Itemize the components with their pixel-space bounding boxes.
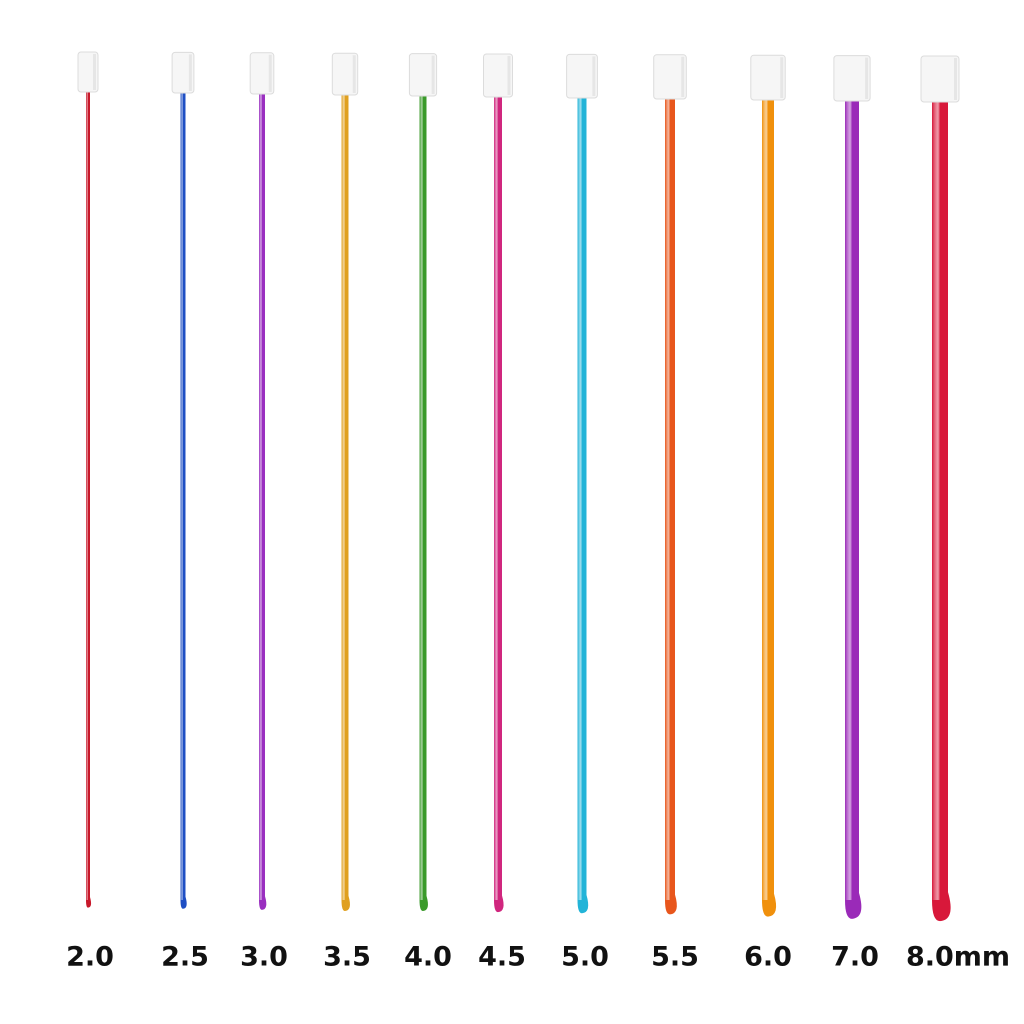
shaft-highlight	[341, 95, 349, 900]
size-label: 3.5	[323, 942, 371, 973]
cap	[171, 51, 195, 94]
cap-shade	[268, 54, 272, 92]
shaft-highlight	[259, 94, 265, 900]
size-label: 2.0	[66, 942, 114, 973]
hook-tip	[665, 894, 677, 915]
cap-shade	[507, 56, 511, 95]
crochet-hook	[653, 54, 687, 915]
shaft-highlight	[762, 100, 774, 900]
shaft-highlight	[494, 97, 502, 900]
cap	[408, 53, 438, 97]
cap-shade	[681, 56, 685, 97]
shaft-highlight	[577, 98, 587, 900]
crochet-hook	[833, 55, 871, 919]
crochet-hook	[750, 54, 786, 917]
hook-tip	[86, 897, 92, 908]
size-label: 8.0mm	[906, 942, 1010, 973]
cap-shade	[954, 58, 957, 100]
crochet-hook	[77, 51, 99, 908]
cap-shade	[352, 55, 356, 93]
cap-shade	[188, 54, 192, 91]
size-label: 5.5	[651, 942, 699, 973]
size-label: 4.0	[404, 942, 452, 973]
crochet-hook	[331, 52, 359, 912]
shaft-highlight	[845, 101, 859, 900]
crochet-hook	[483, 53, 513, 913]
crochet-hook	[171, 51, 195, 909]
cap	[920, 55, 960, 103]
cap	[331, 52, 359, 96]
cap	[750, 54, 786, 101]
crochet-hook	[408, 53, 438, 912]
shaft-highlight	[932, 102, 948, 900]
cap	[653, 54, 687, 100]
size-label: 2.5	[161, 942, 209, 973]
hook-tip	[494, 895, 504, 913]
cap-shade	[780, 57, 784, 98]
shaft-highlight	[419, 96, 427, 900]
cap-shade	[865, 57, 869, 99]
hook-tip	[845, 892, 862, 919]
shaft-highlight	[180, 93, 186, 900]
cap	[566, 53, 598, 99]
hook-tip	[259, 896, 267, 910]
cap	[833, 55, 871, 102]
cap-shade	[431, 55, 435, 94]
cap-shade	[592, 56, 596, 96]
cap	[249, 52, 275, 95]
size-label: 3.0	[240, 942, 288, 973]
hook-tip	[932, 892, 951, 922]
shaft-highlight	[86, 92, 90, 900]
crochet-hook	[920, 55, 960, 922]
size-label: 7.0	[831, 942, 879, 973]
size-label: 4.5	[478, 942, 526, 973]
crochet-hook	[566, 53, 598, 914]
size-label: 5.0	[561, 942, 609, 973]
hook-tip	[577, 895, 589, 914]
hook-tip	[762, 893, 777, 917]
size-label: 6.0	[744, 942, 792, 973]
cap	[483, 53, 513, 98]
hook-tip	[419, 895, 428, 912]
hook-tip	[341, 895, 350, 912]
crochet-hook	[249, 52, 275, 910]
shaft-highlight	[665, 99, 675, 900]
cap-shade	[93, 54, 96, 90]
hook-tip	[180, 896, 187, 909]
